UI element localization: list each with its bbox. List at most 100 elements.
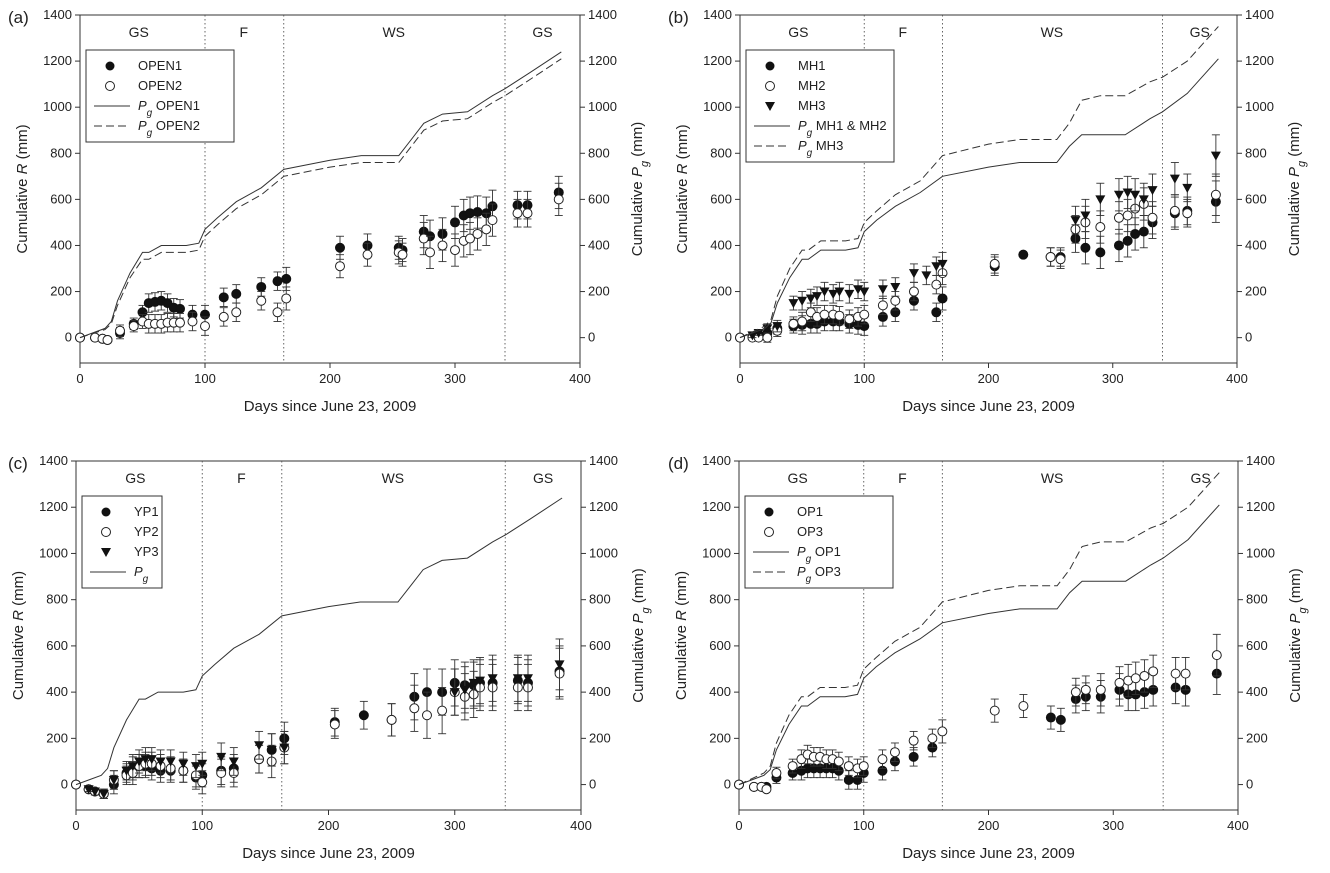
legend-label: OP1 [797,504,823,519]
data-point [425,247,435,258]
season-label: GS [533,470,553,486]
y-axis-label-part: (mm) [1286,122,1303,161]
series-pg-op3-line [738,472,1220,786]
y-tick-label: 800 [46,592,68,607]
data-point [522,674,533,684]
data-point [418,233,429,244]
data-point [165,757,176,767]
data-point [102,334,113,345]
y-tick-label-right: 400 [1245,237,1267,252]
data-point [1169,205,1180,216]
y-tick-label-right: 1400 [1245,7,1274,22]
legend-label: YP3 [134,544,159,559]
data-point [362,249,373,260]
y-axis-label-part: Cumulative [10,621,27,700]
y-axis-label-part: (mm) [673,571,690,610]
data-point [197,777,208,788]
data-point [272,307,283,318]
data-point [937,726,948,737]
data-point [487,674,498,684]
y-tick-label: 1400 [703,7,732,22]
y-tick-label: 600 [709,638,731,653]
data-point [266,745,277,755]
data-point [449,688,460,698]
data-point [231,307,242,318]
x-tick-label: 100 [191,818,213,833]
data-point [1113,212,1124,223]
data-point [409,703,420,714]
data-point [190,762,201,772]
legend-label-text: YP1 [134,504,159,519]
y-axis-label-part: Cumulative [629,177,646,256]
y-tick-label: 800 [50,145,72,160]
season-label: WS [382,470,405,486]
data-point [877,285,888,295]
data-point [989,258,1000,269]
data-point [843,774,854,785]
y-tick-label-right: 0 [1245,330,1252,345]
y-tick-label: 1200 [703,53,732,68]
data-point [218,311,229,322]
data-point [1055,714,1066,725]
y-tick-label-right: 600 [589,638,611,653]
data-point [834,310,845,321]
legend-label-text: OP1 [797,504,823,519]
y-tick-label: 400 [709,684,731,699]
data-point [771,768,782,779]
data-point [128,321,139,332]
data-point [1130,190,1141,200]
y-tick-label: 600 [46,638,68,653]
legend-pg-sub: g [143,574,149,585]
x-tick-label: 200 [978,371,1000,386]
data-point [89,787,100,797]
legend-marker [765,81,775,91]
x-tick-label: 100 [853,818,875,833]
y-axis-label-part: g [639,160,651,167]
data-point [472,228,483,239]
data-point [146,755,157,765]
x-tick-label: 0 [72,818,79,833]
data-point [877,754,888,765]
data-point [1055,254,1066,265]
legend-label: Pg OPEN2 [138,118,200,139]
data-point [450,217,460,228]
y-tick-label-right: 400 [589,684,611,699]
legend-label: OPEN1 [138,58,182,73]
y-tick-label: 1000 [702,545,731,560]
y-axis-label-part: (mm) [630,568,647,607]
legend-pg: P [138,98,147,113]
legend-marker [764,527,774,537]
data-point [121,766,132,776]
season-label: F [898,470,907,486]
x-axis-label: Days since June 23, 2009 [242,845,415,862]
data-point [178,759,189,769]
data-point [397,249,408,260]
data-point [1211,650,1222,661]
data-point [1138,195,1149,205]
data-point [1210,189,1221,200]
legend-pg-sub: g [147,128,153,139]
y-tick-label-right: 200 [589,730,611,745]
data-point [819,309,830,320]
legend-marker [765,61,775,71]
y-axis-label-left: Cumulative R (mm) [673,571,690,700]
data-point [335,261,345,272]
data-point [1018,249,1029,260]
data-point [761,784,772,795]
data-point [1138,226,1149,237]
legend-label-text: OPEN2 [152,118,200,133]
data-point [140,755,151,765]
data-point [1210,151,1221,161]
y-tick-label-right: 800 [588,145,610,160]
data-point [908,751,919,762]
data-point [553,194,564,205]
series-pg-mh1-mh2-line [739,58,1219,339]
data-point [797,316,808,327]
legend-label: MH1 [798,58,825,73]
data-point [228,757,239,767]
y-tick-label: 600 [50,191,72,206]
y-axis-label-left: Cumulative R (mm) [14,124,31,253]
